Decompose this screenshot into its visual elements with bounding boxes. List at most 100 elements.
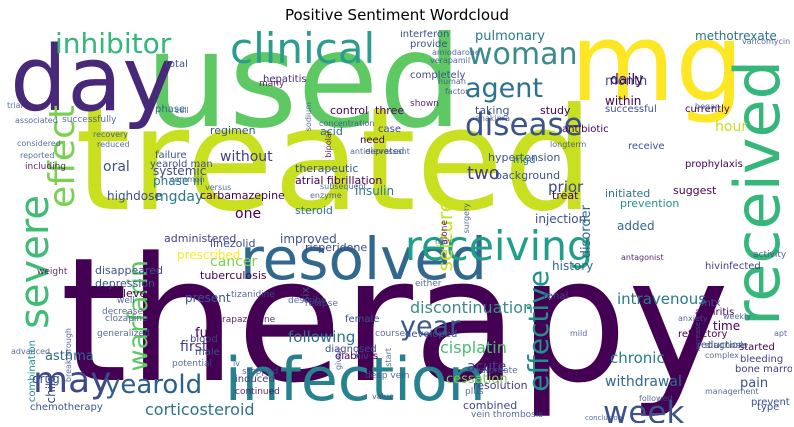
- word-deep-vein: deep vein: [365, 371, 410, 381]
- word-associated: associated: [15, 116, 58, 125]
- word-oral: oral: [103, 159, 130, 175]
- word-developed: developed: [405, 329, 458, 340]
- word-receiving: receiving: [405, 222, 594, 270]
- word-without: without: [220, 149, 273, 165]
- word-asthma: asthma: [45, 349, 94, 364]
- word-prophylaxis: prophylaxis: [685, 159, 743, 170]
- word-intravenous: intravenous: [617, 290, 707, 308]
- word-insulin: insulin: [355, 184, 395, 198]
- word-day: day: [10, 30, 176, 132]
- word-yearold: yearold: [105, 370, 203, 400]
- word-risperidone: risperidone: [305, 241, 368, 254]
- word-many: many: [259, 79, 285, 89]
- word-advanced: advanced: [11, 347, 51, 356]
- word-resolution: resolution: [473, 379, 528, 392]
- word-history: history: [552, 259, 594, 273]
- word-breakthrough: breakthrough: [64, 328, 73, 383]
- word-phase: phase: [155, 104, 186, 115]
- word-type: type: [757, 402, 780, 413]
- word-bone-marrow: bone marrow: [735, 364, 792, 375]
- word-provide: provide: [410, 39, 448, 50]
- word-within: within: [605, 94, 642, 108]
- word-linezolid: linezolid: [210, 237, 256, 250]
- word-woman: woman: [468, 37, 578, 72]
- word-received: received: [721, 60, 792, 326]
- word-phase-iii: phase iii: [153, 174, 204, 188]
- word-treated: treated: [75, 78, 594, 243]
- word-depression: depression: [95, 277, 156, 290]
- word-drug: drug: [32, 372, 60, 386]
- word-total: total: [165, 59, 188, 70]
- word-cisplatin: cisplatin: [440, 338, 507, 357]
- word-elevated: elevated: [365, 147, 405, 157]
- word-either: either: [415, 279, 442, 289]
- word-receive: receive: [628, 141, 665, 152]
- wordcloud-canvas: therapy treated used mg day infection resolved…: [5, 30, 792, 423]
- word-steroid: steroid: [295, 204, 333, 217]
- word-mtx: mtx: [701, 298, 721, 309]
- word-withdrawal: withdrawal: [605, 374, 682, 390]
- word-successfully: successfully: [62, 115, 117, 125]
- word-chemotherapy: chemotherapy: [30, 402, 103, 413]
- word-hivinfected: hivinfected: [705, 261, 761, 272]
- word-combined: combined: [463, 399, 518, 412]
- word-disappeared: disappeared: [95, 264, 164, 277]
- word-hypertension: hypertension: [488, 151, 561, 164]
- word-treat: treat: [552, 189, 579, 202]
- word-plus: plus: [465, 387, 484, 397]
- word-effective: effective: [522, 270, 555, 392]
- word-management: management: [705, 387, 759, 396]
- word-anxiety: anxiety: [678, 314, 708, 323]
- word-conclusion: conclusion: [585, 414, 623, 422]
- word-cancer: cancer: [210, 254, 258, 270]
- word-iv: iv: [233, 359, 240, 368]
- word-case: case: [378, 124, 401, 135]
- word-arthritis: arthritis: [695, 307, 735, 318]
- word-hepatitis: hepatitis: [263, 74, 307, 85]
- word-induced: induced: [235, 374, 275, 385]
- word-refractory: refractory: [678, 329, 728, 340]
- word-pain: pain: [740, 376, 769, 391]
- word-common: common: [170, 175, 205, 184]
- word-year: year: [400, 311, 461, 342]
- word-prevent: prevent: [751, 397, 790, 408]
- word-initiated: initiated: [605, 187, 651, 200]
- word-considered: considered: [17, 139, 61, 148]
- word-severe: severe: [12, 195, 58, 329]
- word-enzyme: enzyme: [310, 191, 342, 200]
- word-recovery: recovery: [93, 130, 129, 139]
- word-study: study: [540, 104, 571, 117]
- word-antidepressant: antidepressant: [350, 147, 410, 156]
- word-vancomycin: vancomycin: [742, 37, 791, 46]
- word-fu: fu: [195, 326, 208, 341]
- word-tirapazamine: tirapazamine: [216, 315, 276, 325]
- word-week: week: [603, 395, 685, 424]
- word-reduced: reduced: [97, 140, 130, 149]
- word-bipolar: bipolar: [324, 130, 333, 158]
- word-potential: potential: [172, 359, 213, 369]
- word-relapse: relapse: [305, 299, 338, 309]
- word-daily: daily: [610, 72, 644, 88]
- word-background: background: [495, 169, 561, 182]
- word-followed: followed: [639, 394, 673, 403]
- word-inhibitor: inhibitor: [55, 30, 172, 60]
- word-complex: complex: [705, 351, 739, 360]
- word-increase: increase: [694, 322, 702, 352]
- word-control: control: [330, 104, 369, 117]
- word-improved: improved: [280, 232, 337, 246]
- word-month: month: [605, 74, 648, 89]
- word-continued: continued: [235, 387, 280, 397]
- word-regimen: regimen: [210, 124, 256, 137]
- word-trial: trial: [7, 101, 23, 110]
- word-failure: failure: [155, 150, 187, 161]
- word-completely: completely: [410, 70, 466, 81]
- word-resolved: resolved: [240, 225, 487, 293]
- word-prescribed: prescribed: [177, 248, 241, 262]
- word-valproate: valproate: [475, 366, 518, 376]
- word-atrial-fibrillation: atrial fibrillation: [295, 174, 383, 187]
- word-acid: acid: [320, 125, 343, 138]
- word-bleeding: bleeding: [740, 354, 784, 365]
- word-weight: weight: [37, 267, 68, 277]
- word-male: male: [195, 347, 220, 358]
- word-cell: cell: [175, 106, 189, 115]
